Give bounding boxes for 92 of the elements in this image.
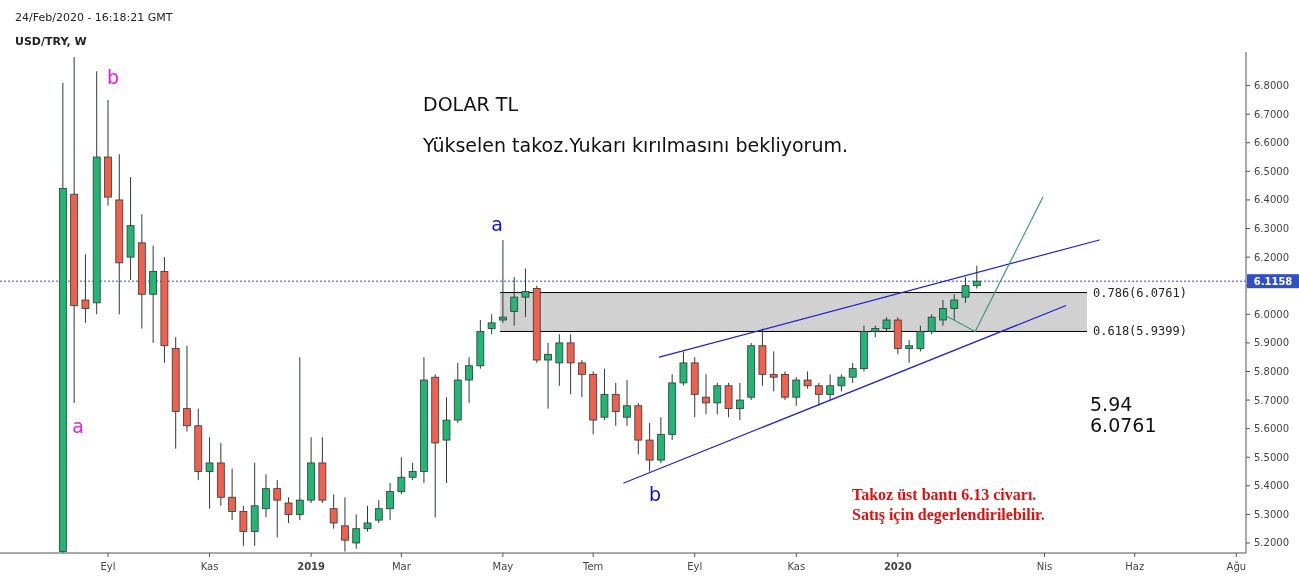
- candlestick: [927, 313, 936, 335]
- ref-line-label: 0.786(6.0761): [1093, 285, 1187, 300]
- candlestick: [284, 496, 293, 524]
- candlestick: [273, 479, 282, 538]
- y-tick-label: 5.4000: [1254, 480, 1289, 492]
- candlestick: [578, 359, 586, 398]
- x-tick-label: Eyl: [100, 561, 116, 572]
- candlestick: [149, 245, 158, 344]
- y-tick-label: 6.8000: [1254, 80, 1289, 92]
- candlestick: [961, 276, 970, 304]
- annotation: 5.94: [1090, 393, 1133, 415]
- candlestick: [645, 422, 654, 473]
- candlestick: [465, 356, 473, 404]
- ref-line-label: 6.1158: [1253, 276, 1293, 288]
- candlestick: [826, 373, 835, 401]
- x-tick-label: Haz: [1125, 561, 1145, 572]
- candlestick: [228, 468, 237, 521]
- chart-title: USD/TRY, W: [15, 35, 87, 48]
- x-tick-label: Ağu: [1226, 561, 1247, 572]
- candlestick: [713, 382, 722, 415]
- ref-line-label: 0.618(5.9399): [1093, 324, 1187, 339]
- candlestick: [950, 293, 959, 321]
- candlestick: [544, 342, 552, 410]
- candlestick: [600, 368, 609, 421]
- y-tick-label: 6.4000: [1254, 194, 1289, 206]
- annotation: 6.0761: [1090, 414, 1157, 436]
- x-tick-label: Kas: [787, 561, 806, 572]
- candlestick: [905, 339, 914, 364]
- x-tick-label: Tem: [582, 561, 604, 572]
- candlestick: [939, 299, 947, 327]
- y-tick-label: 5.2000: [1254, 537, 1289, 549]
- y-tick-label: 5.6000: [1254, 423, 1289, 435]
- y-tick-label: 5.5000: [1254, 451, 1289, 463]
- y-tick-label: 5.7000: [1254, 394, 1289, 406]
- candlestick: [769, 350, 778, 392]
- y-tick-label: 5.9000: [1254, 337, 1289, 349]
- candlestick: [521, 268, 530, 318]
- candlestick: [735, 382, 744, 421]
- candlestick: [205, 436, 214, 510]
- candlestick: [724, 382, 733, 418]
- x-tick-label: Mar: [391, 561, 412, 572]
- annotation: Yükselen takoz.Yukarı kırılmasını bekliyorum.: [422, 134, 848, 156]
- annotation: DOLAR TL: [423, 93, 519, 115]
- candlestick: [566, 333, 575, 395]
- candlestick: [499, 239, 507, 324]
- candlestick: [792, 376, 801, 407]
- candlestick: [916, 325, 925, 352]
- candlestick: [702, 373, 710, 415]
- x-tick-label: 2020: [883, 561, 912, 572]
- x-tick-label: Kas: [200, 561, 219, 572]
- candlestick: [611, 382, 620, 427]
- y-tick-label: 6.6000: [1254, 137, 1289, 149]
- annotation: a: [72, 415, 84, 437]
- candlestick: [341, 496, 349, 553]
- candlestick: [239, 505, 248, 547]
- annotation: Takoz üst bantı 6.13 civarı.: [852, 486, 1037, 503]
- candlestick: [262, 473, 270, 518]
- candlestick: [781, 370, 789, 401]
- candlestick: [442, 396, 451, 484]
- annotation: Satış için degerlendirilebilir.: [852, 506, 1045, 524]
- candlestick: [679, 350, 688, 387]
- candlestick: [295, 356, 304, 521]
- candlestick: [363, 505, 372, 533]
- x-tick-label: 2019: [297, 561, 326, 572]
- candlestick: [374, 499, 383, 524]
- y-tick-label: 6.7000: [1254, 108, 1289, 120]
- candlestick: [329, 493, 338, 530]
- candlestick: [814, 382, 823, 407]
- annotation: a: [491, 213, 503, 235]
- candlestick: [555, 333, 564, 387]
- candlestick: [183, 345, 191, 432]
- candlestick: [397, 456, 406, 495]
- x-tick-label: Nis: [1036, 561, 1053, 572]
- candlestick: [972, 265, 981, 290]
- annotation: b: [106, 66, 120, 88]
- candlestick: [623, 379, 631, 427]
- x-tick-label: May: [492, 561, 514, 572]
- x-tick-label: Eyl: [687, 561, 703, 572]
- text: 24/Feb/2020 - 16:18:21 GMT: [15, 11, 173, 24]
- y-tick-label: 5.3000: [1254, 508, 1289, 520]
- y-tick-label: 6.3000: [1254, 223, 1289, 235]
- candlestick: [848, 362, 857, 384]
- candlestick: [487, 313, 496, 335]
- annotation: b: [648, 483, 662, 505]
- y-tick-label: 6.2000: [1254, 251, 1289, 263]
- y-tick-label: 6.5000: [1254, 165, 1289, 177]
- candlestick: [386, 482, 394, 521]
- y-tick-label: 5.8000: [1254, 365, 1289, 377]
- candlestick: [81, 253, 90, 324]
- candlestick: [510, 276, 519, 327]
- y-tick-label: 6.0000: [1254, 308, 1289, 320]
- candlestick: [352, 513, 361, 550]
